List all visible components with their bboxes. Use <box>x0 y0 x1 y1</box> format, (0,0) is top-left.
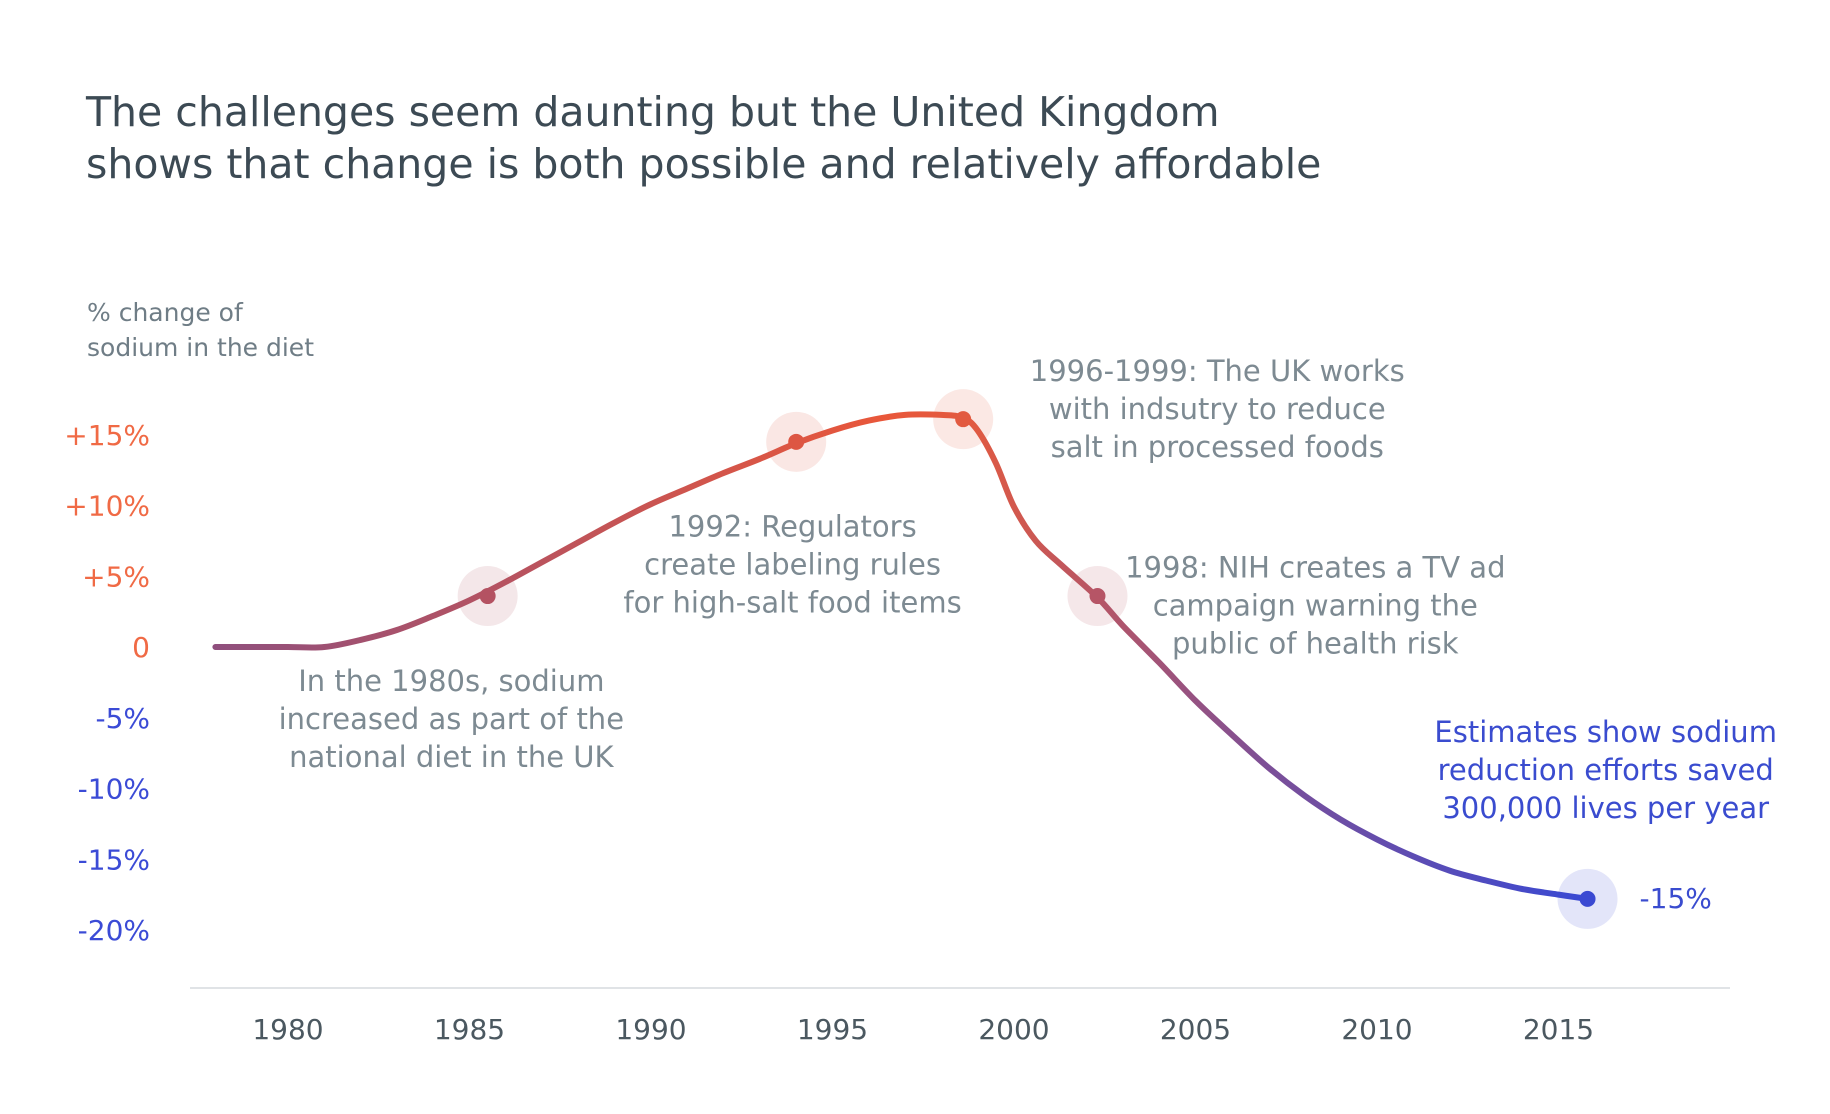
y-tick-label: +15% <box>64 419 150 452</box>
annotation: 1998: NIH creates a TV ad campaign warnin… <box>1125 551 1505 661</box>
x-tick-label: 1990 <box>615 1013 686 1046</box>
annotation-line: 1992: Regulators <box>668 510 916 544</box>
x-tick-label: 2015 <box>1523 1013 1594 1046</box>
y-tick-labels: +15% +10% +5% 0 -5% -10% -15% -20% <box>64 419 150 947</box>
y-tick-label: 0 <box>132 631 150 664</box>
annotation-line: public of health risk <box>1172 627 1459 661</box>
marker-point <box>1089 588 1106 605</box>
chart-title-line-1: The challenges seem daunting but the Uni… <box>85 88 1220 136</box>
annotation-line: salt in processed foods <box>1051 430 1384 464</box>
y-tick-label: -10% <box>78 773 150 806</box>
annotation: In the 1980s, sodium increased as part of… <box>279 664 624 774</box>
annotation-line: 1996-1999: The UK works <box>1030 354 1405 388</box>
marker-point <box>479 588 496 605</box>
annotations: In the 1980s, sodium increased as part of… <box>279 354 1777 825</box>
annotation-line: 1998: NIH creates a TV ad <box>1125 551 1505 585</box>
annotation-line: campaign warning the <box>1153 589 1478 623</box>
marker-point <box>1579 890 1596 907</box>
annotation-line: create labeling rules <box>644 548 941 582</box>
x-tick-label: 1995 <box>797 1013 868 1046</box>
x-tick-label: 1980 <box>252 1013 323 1046</box>
y-tick-label: +10% <box>64 490 150 523</box>
annotation-line: increased as part of the <box>279 702 624 736</box>
annotation-line: national diet in the UK <box>289 740 614 774</box>
y-axis-label-line-1: % change of <box>87 298 244 327</box>
y-axis-label-line-2: sodium in the diet <box>87 333 314 362</box>
x-tick-label: 2010 <box>1341 1013 1412 1046</box>
y-tick-label: -15% <box>78 843 150 876</box>
x-tick-label: 2000 <box>978 1013 1049 1046</box>
y-tick-label: -5% <box>95 702 150 735</box>
x-tick-labels: 1980 1985 1990 1995 2000 2005 2010 2015 <box>252 1013 1594 1046</box>
chart-title-line-2: shows that change is both possible and r… <box>86 140 1321 188</box>
annotation-line: In the 1980s, sodium <box>298 664 604 698</box>
annotation-line: with indsutry to reduce <box>1049 392 1386 426</box>
marker-point <box>788 433 805 450</box>
series-line <box>212 411 1591 902</box>
y-tick-label: +5% <box>82 560 150 593</box>
annotation-line: 300,000 lives per year <box>1442 791 1769 825</box>
annotation-line: reduction efforts saved <box>1438 753 1774 787</box>
series-markers <box>479 411 1596 907</box>
annotation: 1992: Regulators create labeling rules for… <box>623 510 961 620</box>
end-value-label: -15% <box>1640 882 1712 915</box>
annotation: 1996-1999: The UK works with indsutry to … <box>1030 354 1405 464</box>
y-axis-label: % change of sodium in the diet <box>87 298 314 362</box>
x-tick-label: 1985 <box>434 1013 505 1046</box>
marker-point <box>955 411 972 428</box>
chart-title: The challenges seem daunting but the Uni… <box>85 88 1321 188</box>
annotation: Estimates show sodium reduction efforts s… <box>1434 715 1777 825</box>
annotation-line: for high-salt food items <box>623 586 961 620</box>
y-tick-label: -20% <box>78 914 150 947</box>
x-tick-label: 2005 <box>1160 1013 1231 1046</box>
annotation-line: Estimates show sodium <box>1434 715 1777 749</box>
